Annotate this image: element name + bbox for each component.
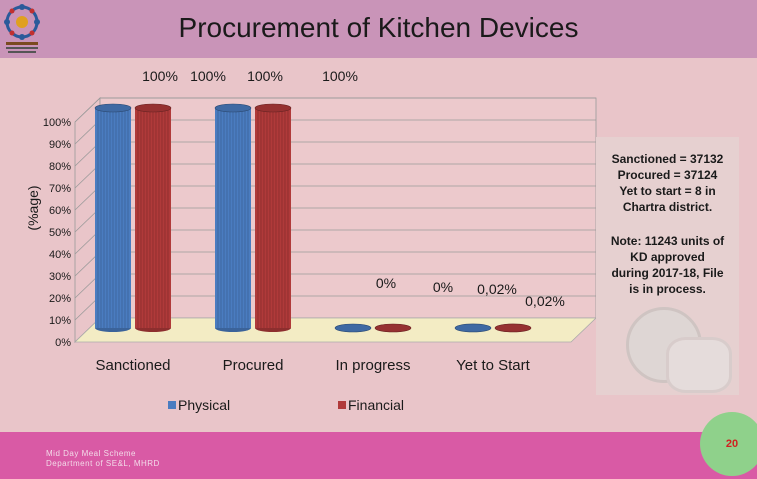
bar-financial-3: [494, 323, 532, 333]
bar-top: [94, 103, 132, 113]
note-line: Note: 11243 units of: [610, 234, 725, 248]
footer-line: Mid Day Meal Scheme: [46, 449, 136, 458]
data-label: 100%: [247, 68, 283, 84]
y-tick-label: 0%: [55, 337, 71, 349]
legend-label: Physical: [178, 397, 230, 413]
note-line: Sanctioned = 37132: [611, 152, 724, 166]
bar-financial-2: [374, 323, 412, 333]
y-tick-label: 40%: [49, 249, 71, 261]
footer-line: Department of SE&L, MHRD: [46, 459, 160, 468]
note-panel: Sanctioned = 37132 Procured = 37124 Yet …: [596, 137, 739, 395]
note-line: Yet to start = 8 in: [619, 184, 716, 198]
data-label: 100%: [190, 68, 226, 84]
note-line: Procured = 37124: [617, 168, 718, 182]
legend-swatch-physical: [168, 401, 176, 409]
y-tick-label: 100%: [43, 117, 71, 129]
bar-top: [134, 103, 172, 113]
data-label: 0,02%: [477, 281, 517, 297]
glass-image-decoration: [666, 337, 732, 393]
bar-physical-0: [94, 103, 132, 332]
footer-text: Mid Day Meal Scheme Department of SE&L, …: [46, 449, 226, 469]
legend-swatch-financial: [338, 401, 346, 409]
slide-title: Procurement of Kitchen Devices: [178, 12, 579, 43]
bar-top: [214, 103, 252, 113]
y-tick-label: 50%: [49, 227, 71, 239]
bar-top: [254, 103, 292, 113]
note-line: is in process.: [629, 282, 706, 296]
x-category-label: Procured: [223, 357, 284, 374]
y-axis-label: (%age): [25, 185, 41, 230]
y-tick-label: 20%: [49, 293, 71, 305]
x-category-label: Sanctioned: [95, 357, 170, 374]
bar-top: [454, 323, 492, 333]
x-category-label: In progress: [335, 357, 410, 374]
x-category-label: Yet to Start: [456, 357, 530, 374]
gridline: [74, 97, 101, 123]
note-line: during 2017-18, File: [611, 266, 724, 280]
bar-chart: 0% 10% 20% 30% 40% 50% 60% 70% 80% 90% 100% (%age) S…: [25, 68, 597, 413]
bar-top: [494, 323, 532, 333]
legend-label: Financial: [348, 397, 404, 413]
y-tick-label: 80%: [49, 161, 71, 173]
bar-top: [334, 323, 372, 333]
y-tick-label: 10%: [49, 315, 71, 327]
bar-physical-3: [454, 323, 492, 333]
data-label: 100%: [322, 68, 358, 84]
scheme-logo: [4, 4, 40, 53]
note-line: Chartra district.: [622, 200, 713, 214]
data-label: 100%: [142, 68, 178, 84]
bar-financial-1: [254, 103, 292, 332]
bar-financial-0: [134, 103, 172, 332]
page-number-badge: 20: [700, 412, 757, 476]
header-band: Procurement of Kitchen Devices: [0, 0, 757, 58]
page-number: 20: [725, 438, 739, 450]
footer-band: Mid Day Meal Scheme Department of SE&L, …: [0, 432, 757, 479]
bar-top: [374, 323, 412, 333]
note-line: KD approved: [630, 250, 705, 264]
y-tick-label: 90%: [49, 139, 71, 151]
data-label: 0%: [433, 279, 453, 295]
y-tick-label: 60%: [49, 205, 71, 217]
summary-note: Sanctioned = 37132 Procured = 37124 Yet …: [596, 151, 739, 215]
bar-physical-1: [214, 103, 252, 332]
data-label: 0%: [376, 275, 396, 291]
bar-physical-2: [334, 323, 372, 333]
y-tick-label: 30%: [49, 271, 71, 283]
data-label: 0,02%: [525, 293, 565, 309]
y-tick-label: 70%: [49, 183, 71, 195]
approval-note: Note: 11243 units of KD approved during …: [596, 233, 739, 297]
